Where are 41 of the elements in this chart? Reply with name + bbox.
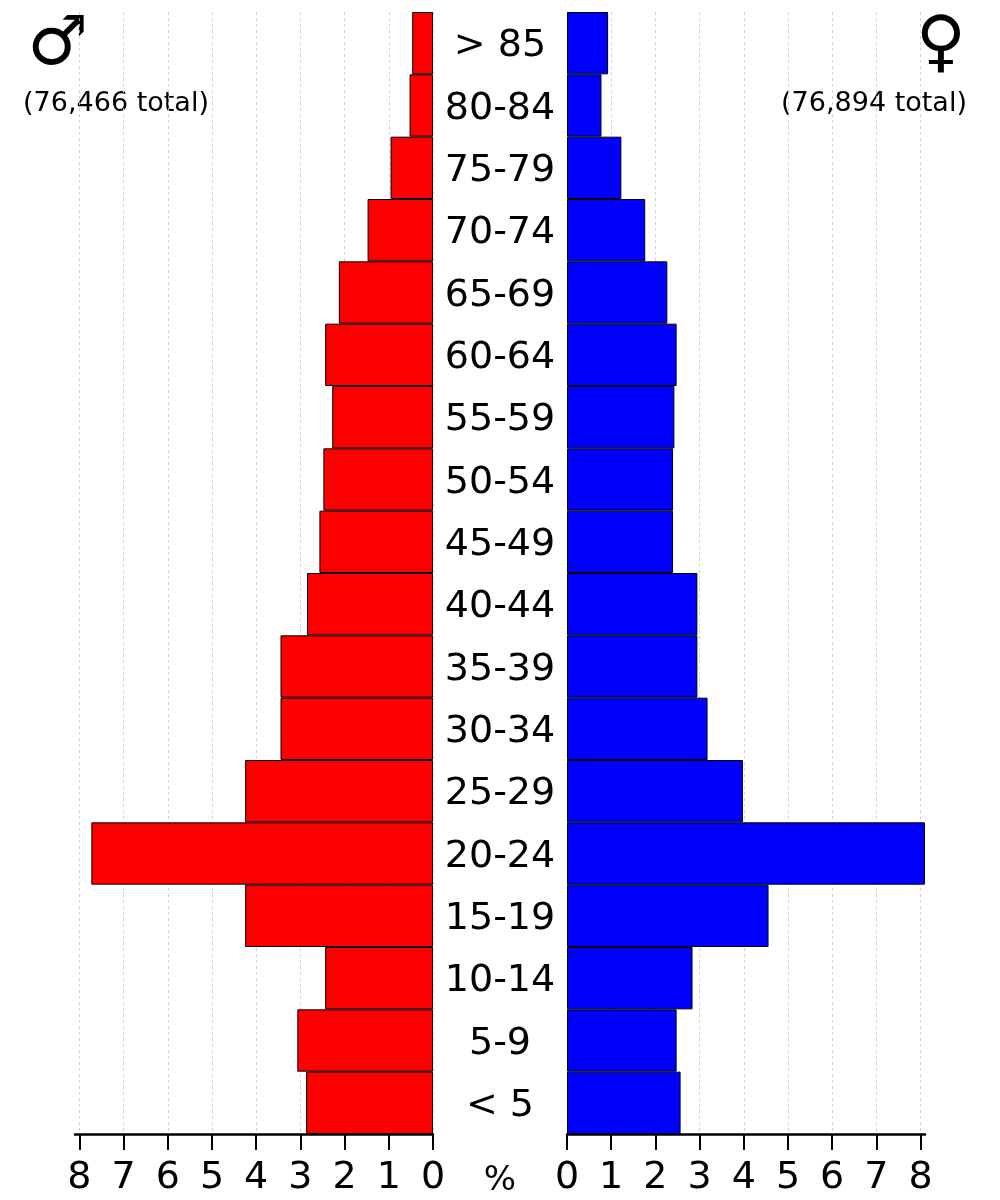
y-tick-label: 75-79 [444,145,556,190]
y-tick-label: 80-84 [444,83,556,128]
x-tick-label: 2 [643,1153,668,1197]
y-tick-label: 70-74 [444,208,556,253]
x-tick-label: 7 [111,1153,136,1197]
x-tick-label: 0 [554,1153,580,1197]
annotation: (76,466 total) [23,85,209,117]
y-tick-label: 55-59 [444,395,556,440]
y-tick-label: 10-14 [444,956,556,1001]
x-tick-label: 1 [599,1153,624,1197]
y-tick-label: 65-69 [444,270,556,315]
x-tick-label: 0 [420,1153,446,1197]
y-tick-label: 60-64 [444,332,556,377]
y-tick-label: 50-54 [444,457,556,502]
y-tick-label: 45-49 [444,519,556,564]
annotation: ♀ [916,0,966,80]
y-tick-label: 5-9 [468,1018,532,1063]
x-tick-label: 3 [288,1153,313,1197]
y-tick-label: 15-19 [444,893,556,938]
x-tick-label: 8 [67,1153,92,1197]
x-tick-label: 5 [199,1153,225,1197]
y-tick-label: 35-39 [444,644,556,689]
x-axis-title: % [483,1158,517,1198]
x-tick-label: 5 [775,1153,801,1197]
x-tick-label: 8 [908,1153,933,1197]
x-tick-label: 1 [376,1153,401,1197]
x-tick-label: 7 [864,1153,889,1197]
x-tick-label: 2 [332,1153,357,1197]
y-tick-label: 30-34 [444,706,556,751]
x-tick-label: 4 [244,1153,269,1197]
y-tick-label: < 5 [465,1080,535,1125]
annotation: ♂ [27,0,89,80]
x-tick-label: 4 [731,1153,756,1197]
x-tick-label: 3 [687,1153,712,1197]
y-tick-label: 25-29 [444,769,556,814]
y-tick-label: 20-24 [444,831,556,876]
x-tick-label: 6 [820,1153,845,1197]
y-tick-label: 40-44 [444,582,556,627]
y-tick-label: > 85 [453,21,547,66]
x-tick-label: 6 [155,1153,180,1197]
annotation: (76,894 total) [781,85,967,117]
